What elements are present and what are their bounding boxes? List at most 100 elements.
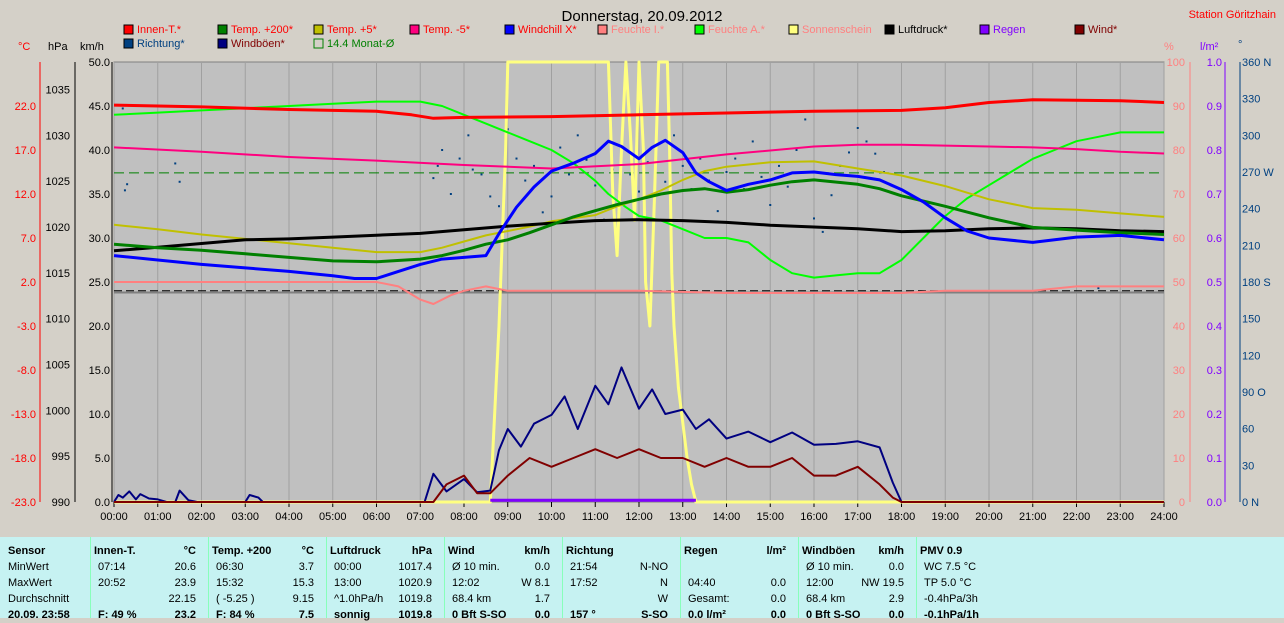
stats-label: 12:00 (806, 577, 834, 589)
stats-value: 0.0 (888, 561, 904, 573)
stats-label: F: 84 % (216, 609, 255, 621)
direction-point (769, 204, 772, 206)
direction-point (786, 185, 789, 188)
direction-point (778, 164, 780, 167)
rain-tick-label: 0.8 (1207, 145, 1222, 157)
direction-point (524, 179, 527, 182)
direction-point (874, 152, 877, 155)
stats-value: 1020.9 (398, 577, 432, 589)
direction-point (865, 140, 868, 143)
stats-row: 12:00 NW 19.5 (802, 575, 910, 591)
direction-point (533, 164, 535, 167)
stats-label: F: 49 % (98, 609, 137, 621)
stats-row: MinWert (8, 559, 90, 575)
legend-label: Windböen* (231, 38, 286, 50)
legend-label: Richtung* (137, 38, 185, 50)
stats-row: 20:52 23.9 (94, 575, 202, 591)
stats-row: 0 Bft S-SO 0.0 (802, 607, 910, 623)
legend-swatch (694, 24, 705, 35)
stats-value: 2.9 (888, 593, 904, 605)
dir-tick-label: 330 (1242, 94, 1260, 106)
stats-label: Innen-T. (94, 545, 136, 557)
hpa-tick-label: 1005 (46, 360, 70, 372)
stats-label: Ø 10 min. (806, 561, 854, 573)
rain-tick-label: 0.5 (1207, 277, 1222, 289)
direction-point (126, 183, 129, 186)
stats-separator (562, 537, 563, 618)
hpa-tick-label: 1025 (46, 176, 70, 188)
direction-point (848, 151, 850, 154)
stats-label: PMV 0.9 (920, 545, 963, 557)
stats-value: W 8.1 (521, 577, 550, 589)
stats-label: 0.0 l/m² (688, 609, 726, 621)
stats-separator (916, 537, 917, 618)
pct-tick-label: 100 (1167, 57, 1185, 69)
statistics-panel: Sensor MinWert MaxWert Durchschnitt 20.09. 2… (0, 537, 1284, 621)
stats-row: 20.09. 23:58 (8, 607, 90, 623)
kmh-tick-label: 25.0 (89, 277, 110, 289)
direction-point (506, 128, 509, 131)
direction-point (576, 134, 579, 137)
series-line (113, 160, 1165, 254)
rain-tick-label: 0.9 (1207, 101, 1222, 113)
stats-header: Regen l/m² (684, 543, 792, 559)
stats-row: -0.4hPa/3h (920, 591, 1020, 607)
dir-tick-label: 90 O (1242, 387, 1266, 399)
hpa-tick-label: 1000 (46, 405, 70, 417)
legend-swatch (217, 24, 228, 35)
stats-value: 1019.8 (398, 593, 432, 605)
stats-row: 06:30 3.7 (212, 559, 320, 575)
stats-value: 1019.8 (398, 609, 432, 621)
direction-point (541, 211, 544, 214)
stats-label: 68.4 km (806, 593, 846, 605)
stats-separator (90, 537, 91, 618)
direction-point (568, 173, 570, 176)
x-tick-label: 22:00 (1063, 511, 1091, 523)
stats-label: Durchschnitt (8, 593, 70, 605)
stats-label: ( -5.25 ) (216, 593, 255, 605)
direction-point (178, 180, 181, 183)
direction-point (174, 162, 177, 165)
legend-swatch (313, 24, 324, 35)
dir-tick-label: 180 S (1242, 277, 1271, 289)
kmh-tick-label: 10.0 (89, 409, 110, 421)
stats-label: 17:52 (570, 577, 598, 589)
stats-row: 21:54 N-NO (566, 559, 674, 575)
stats-value: °C (183, 545, 196, 557)
x-tick-label: 10:00 (538, 511, 566, 523)
dir-tick-label: 150 (1242, 314, 1260, 326)
series-line (114, 448, 1164, 503)
stats-label: -0.4hPa/3h (924, 593, 978, 605)
stats-column: Innen-T. °C 07:14 20.6 20:52 23.9 22.15 F: 49 %… (94, 543, 202, 623)
series-line (113, 100, 1164, 279)
stats-value: N-NO (639, 561, 668, 573)
unit-temp: °C (18, 41, 30, 53)
stats-row: 68.4 km 1.7 (448, 591, 556, 607)
kmh-tick-label: 5.0 (95, 453, 110, 465)
kmh-tick-label: 45.0 (89, 101, 110, 113)
pct-tick-label: 70 (1173, 189, 1185, 201)
hpa-tick-label: 1015 (46, 268, 70, 280)
legend-label: Windchill X* (518, 24, 577, 36)
direction-point (515, 157, 518, 160)
x-tick-label: 08:00 (450, 511, 478, 523)
rain-tick-label: 0.0 (1207, 497, 1222, 509)
stats-row: 15:32 15.3 (212, 575, 320, 591)
stats-row: sonnig 1019.8 (330, 607, 438, 623)
stats-label: Luftdruck (330, 545, 381, 557)
stats-header: Richtung (566, 543, 674, 559)
direction-point (716, 210, 719, 213)
pct-tick-label: 60 (1173, 233, 1185, 245)
stats-header: Innen-T. °C (94, 543, 202, 559)
legend-label: 14.4 Monat-Ø (327, 38, 395, 50)
stats-row: WC 7.5 °C (920, 559, 1020, 575)
legend-label: Temp. +200* (231, 24, 294, 36)
legend-label: Luftdruck* (898, 24, 948, 36)
stats-separator (208, 537, 209, 618)
dir-tick-label: 240 (1242, 204, 1260, 216)
hpa-tick-label: 990 (52, 497, 70, 509)
stats-row: TP 5.0 °C (920, 575, 1020, 591)
stats-value: 23.9 (174, 577, 196, 589)
direction-point (699, 157, 702, 160)
direction-point (673, 134, 675, 137)
